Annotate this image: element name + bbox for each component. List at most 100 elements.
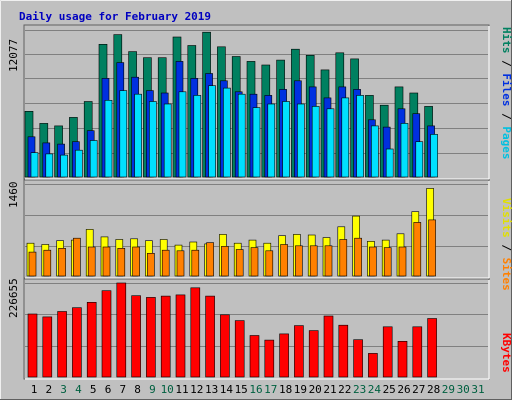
panel-frame-visits [23, 179, 490, 279]
legend-kbytes: KBytes [500, 333, 512, 373]
y-max-label-hits: 12077 [7, 39, 20, 72]
x-tick-label: 14 [220, 383, 234, 396]
bar-kbytes-day-18 [279, 333, 289, 378]
bar-pages-day-19 [297, 103, 305, 178]
panel-frame-kbytes [23, 278, 490, 380]
bar-kbytes-day-12 [190, 287, 201, 378]
bar-kbytes-day-26 [397, 340, 408, 378]
x-tick-label: 16 [249, 383, 262, 396]
legend-item-kbytes: KBytes [500, 333, 512, 373]
bar-kbytes-day-23 [353, 339, 363, 378]
bar-sites-day-25 [383, 247, 392, 277]
x-tick-label: 25 [383, 383, 396, 396]
chart-title: Daily usage for February 2019 [19, 10, 211, 23]
x-tick-label: 7 [119, 383, 126, 396]
bar-kbytes-day-9 [146, 297, 156, 378]
bar-pages-day-13 [208, 85, 216, 178]
bar-sites-day-5 [87, 246, 96, 277]
bar-sites-day-13 [206, 242, 214, 277]
y-max-label-kbytes: 226655 [7, 278, 20, 318]
x-tick-label: 10 [161, 383, 174, 396]
x-tick-label: 27 [412, 383, 425, 396]
x-tick-label: 8 [134, 383, 141, 396]
bar-kbytes-day-17 [264, 339, 275, 378]
bar-sites-day-19 [295, 245, 303, 277]
bar-pages-day-14 [223, 87, 231, 178]
bar-pages-day-23 [356, 95, 364, 178]
bar-pages-day-5 [89, 140, 98, 178]
legend-visits-sites: Visits / Sites [500, 198, 512, 291]
bar-sites-day-26 [398, 246, 407, 277]
bars [24, 31, 438, 378]
x-tick-label: 20 [309, 383, 322, 396]
x-tick-label: 21 [323, 383, 336, 396]
bar-kbytes-day-14 [220, 314, 230, 378]
x-axis-day-labels: 1 2 3 4 5 6 7 8 9 10 11 12 13 14 15 16 17 18 19 20 21 22 23 24 2… [31, 383, 485, 396]
x-tick-label: 17 [264, 383, 277, 396]
bar-pages-day-8 [134, 93, 142, 178]
bar-pages-day-1 [30, 152, 39, 178]
bar-sites-day-14 [221, 246, 229, 277]
x-tick-label: 4 [75, 383, 82, 396]
x-tick-label: 31 [471, 383, 484, 396]
bar-sites-day-20 [309, 245, 318, 277]
bar-kbytes-day-28 [427, 318, 437, 378]
bar-kbytes-day-20 [308, 330, 319, 378]
bar-pages-day-11 [178, 91, 187, 178]
bar-sites-day-3 [58, 248, 66, 277]
bar-kbytes-day-21 [323, 315, 334, 378]
panel-frame-hits [23, 24, 490, 180]
bar-kbytes-day-1 [27, 313, 38, 378]
bar-pages-day-27 [415, 141, 424, 178]
x-tick-label: 3 [60, 383, 67, 396]
bar-pages-day-26 [400, 123, 409, 178]
bar-sites-day-2 [43, 249, 52, 277]
bar-sites-day-9 [147, 253, 155, 277]
bar-pages-day-16 [252, 107, 261, 178]
bar-sites-day-23 [354, 237, 362, 277]
bar-sites-day-8 [132, 246, 140, 277]
bar-kbytes-day-5 [86, 301, 97, 378]
bar-sites-day-17 [265, 250, 274, 277]
bar-sites-day-6 [102, 246, 111, 277]
bar-pages-day-4 [75, 149, 83, 178]
legend-hits-files-pages: Hits / Files / Pages [500, 27, 512, 160]
bar-kbytes-day-19 [294, 325, 304, 378]
bar-pages-day-15 [237, 93, 246, 178]
bar-sites-day-1 [28, 251, 37, 277]
x-tick-label: 5 [90, 383, 97, 396]
x-tick-label: 1 [31, 383, 38, 396]
bar-kbytes-day-7 [116, 282, 127, 378]
bar-pages-day-6 [104, 100, 113, 178]
bar-sites-day-12 [191, 249, 200, 277]
bar-sites-day-11 [176, 250, 185, 277]
bar-pages-day-18 [282, 101, 290, 178]
x-tick-label: 6 [105, 383, 112, 396]
x-tick-label: 19 [294, 383, 307, 396]
bar-pages-day-7 [119, 90, 128, 178]
x-tick-label: 11 [175, 383, 188, 396]
x-tick-label: 12 [190, 383, 203, 396]
x-tick-label: 18 [279, 383, 292, 396]
bar-sites-day-7 [117, 248, 126, 277]
legend-item-sites: Sites [500, 258, 512, 291]
legend-item-files: Files [500, 73, 512, 106]
bar-pages-day-12 [193, 95, 202, 178]
bar-sites-day-21 [324, 245, 333, 277]
bar-kbytes-day-13 [205, 295, 215, 378]
bar-sites-day-16 [250, 247, 259, 277]
bar-sites-day-24 [369, 246, 377, 277]
bar-pages-day-17 [267, 103, 276, 178]
bar-sites-day-10 [161, 249, 170, 277]
bar-kbytes-day-11 [175, 294, 186, 378]
bar-kbytes-day-25 [382, 326, 393, 378]
bar-kbytes-day-3 [57, 311, 67, 378]
bar-kbytes-day-15 [234, 320, 245, 378]
y-max-label-visits: 1460 [7, 182, 20, 209]
x-tick-label: 2 [45, 383, 52, 396]
bar-sites-day-18 [280, 244, 288, 277]
bar-pages-day-22 [341, 97, 350, 178]
bar-kbytes-day-22 [338, 324, 349, 378]
bar-sites-day-15 [235, 249, 244, 277]
